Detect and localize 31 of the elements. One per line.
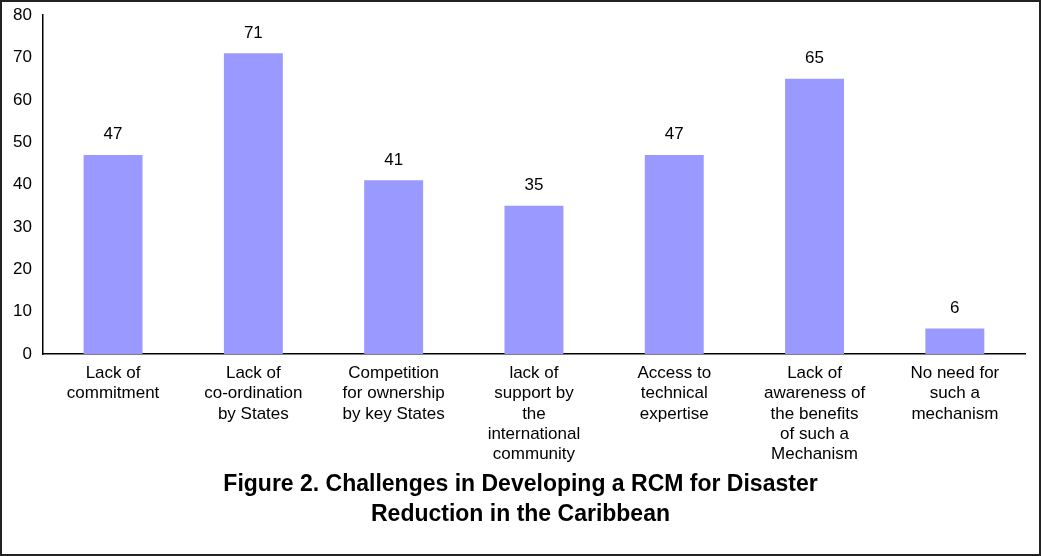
text: Figure 2. Challenges in Developing a RCM for Disaster Reduction in the Caribbean: [222, 469, 819, 528]
data-label: 65: [805, 47, 825, 67]
y-tick-label: 0: [22, 343, 32, 363]
bar: [925, 328, 985, 354]
y-tick-label: 60: [12, 89, 32, 109]
bar: [364, 180, 424, 354]
bar: [83, 154, 143, 354]
x-tick-label: Lack of commitment: [66, 362, 160, 403]
x-tick-label: Lack of co-ordination by States: [204, 362, 303, 423]
data-label: 41: [384, 149, 404, 169]
data-label: 47: [664, 124, 684, 144]
data-label: 71: [243, 22, 263, 42]
data-label: 47: [103, 124, 123, 144]
y-tick-label: 30: [12, 216, 32, 236]
bar: [644, 154, 704, 354]
data-label: 6: [950, 297, 960, 317]
x-tick-label: Access to technical expertise: [637, 362, 712, 423]
y-tick-label: 20: [12, 258, 32, 278]
bar: [504, 205, 564, 354]
x-tick-label: Competition for ownership by key States: [342, 362, 445, 423]
y-tick-label: 10: [12, 301, 32, 321]
x-tick-label: lack of support by the international community: [487, 362, 581, 464]
x-tick-label: Lack of awareness of the benefits of such a Mechanism: [763, 362, 866, 464]
y-tick-label: 80: [12, 4, 32, 24]
y-tick-label: 50: [12, 131, 32, 151]
y-tick-label: 70: [12, 47, 32, 67]
y-tick-label: 40: [12, 174, 32, 194]
data-label: 35: [524, 174, 544, 194]
bar: [223, 53, 283, 354]
x-tick-label: No need for such a mechanism: [910, 362, 1000, 423]
bar: [785, 78, 845, 354]
